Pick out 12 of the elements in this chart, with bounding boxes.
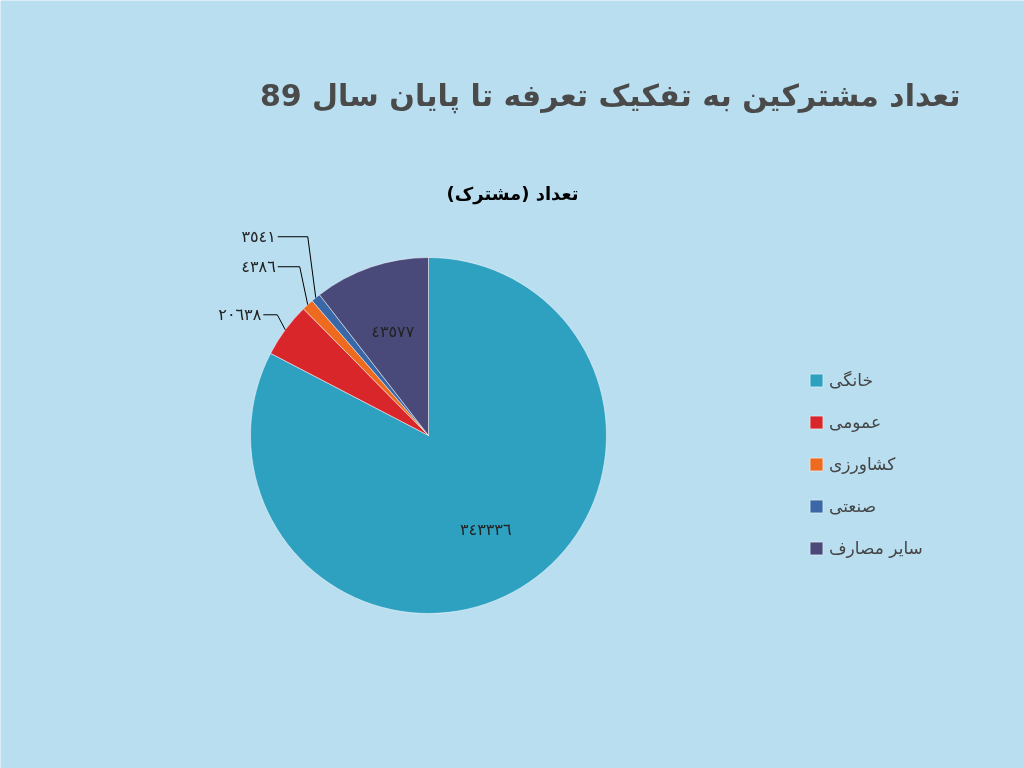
legend-label: سایر مصارف (829, 538, 923, 558)
chart-title: تعداد مشترکین به تفکیک تعرفه تا پایان سال 89 (259, 78, 961, 114)
legend-label: صنعتی (829, 496, 877, 516)
data-label: ٢٠٦٣٨ (218, 305, 262, 325)
data-label: ٣٥٤١ (241, 227, 276, 247)
chart-subtitle: تعداد (مشترک) (446, 183, 579, 205)
legend-label: عمومی (829, 412, 882, 432)
data-label: ٤٣٥٧٧ (371, 321, 415, 341)
legend-label: کشاورزی (829, 454, 896, 474)
data-label: ٣٤٣٣٣٦ (459, 520, 512, 540)
data-label: ٤٣٨٦ (241, 257, 276, 277)
legend-label: خانگی (829, 370, 873, 390)
